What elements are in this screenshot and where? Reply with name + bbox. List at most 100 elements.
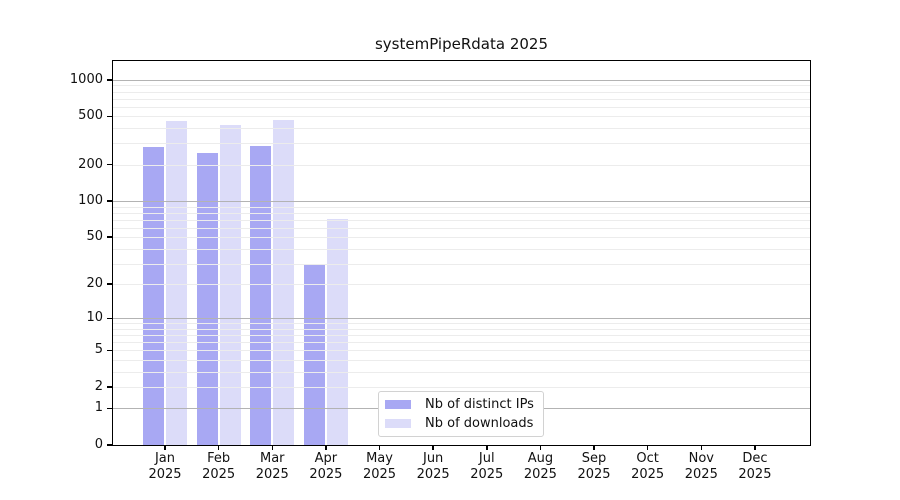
x-tick-mark (646, 445, 649, 450)
x-tick-mark (325, 445, 327, 450)
x-tick-month: Dec (742, 451, 768, 466)
major-gridline (113, 201, 810, 203)
minor-gridline (113, 128, 810, 130)
bar-downloads (273, 119, 295, 445)
y-tick-mark (107, 163, 113, 166)
x-tick-year: 2025 (148, 467, 182, 482)
minor-gridline (113, 106, 810, 108)
y-tick-mark (107, 79, 113, 81)
minor-gridline (113, 219, 810, 221)
minor-gridline (113, 85, 810, 87)
minor-gridline (113, 227, 810, 229)
minor-gridline (113, 164, 810, 166)
bar-distinct-ips (143, 147, 164, 445)
legend-label: Nb of downloads (425, 416, 534, 432)
minor-gridline (113, 237, 810, 239)
x-tick-year: 2025 (523, 467, 557, 482)
x-tick-year: 2025 (202, 467, 236, 482)
x-tick-year: 2025 (684, 467, 718, 482)
x-tick-mark (593, 445, 595, 450)
x-tick-year: 2025 (362, 467, 397, 482)
x-tick-label: Sep 2025 (567, 451, 621, 483)
x-tick-month: Feb (207, 451, 231, 466)
legend-swatch (385, 399, 411, 409)
x-tick-month: Nov (688, 451, 714, 466)
x-tick-label: Jan 2025 (138, 451, 192, 483)
x-tick-mark (700, 445, 703, 450)
legend-swatch (385, 419, 411, 429)
x-tick-label: Jun 2025 (406, 451, 460, 483)
x-tick-year: 2025 (631, 467, 665, 482)
minor-gridline (113, 335, 810, 337)
x-tick-mark (754, 445, 756, 450)
plot-area (112, 60, 811, 446)
x-tick-label: Mar 2025 (245, 451, 299, 483)
y-tick-label: 1 (94, 400, 103, 416)
minor-gridline (113, 323, 810, 325)
x-tick-year: 2025 (738, 467, 772, 482)
x-tick-label: Oct 2025 (621, 451, 675, 483)
chart-title: systemPipeRdata 2025 (374, 35, 548, 53)
minor-gridline (113, 248, 810, 250)
minor-gridline (113, 263, 810, 265)
x-tick-label: May 2025 (353, 451, 407, 483)
legend-item: Nb of downloads (385, 416, 543, 431)
x-tick-month: Oct (636, 451, 659, 466)
x-tick-year: 2025 (470, 467, 504, 482)
x-tick-mark (486, 445, 488, 450)
bar-distinct-ips (250, 146, 272, 445)
x-tick-label: Aug 2025 (513, 451, 567, 483)
x-tick-mark (164, 445, 166, 450)
x-tick-month: Sep (581, 451, 607, 466)
x-tick-mark (539, 445, 542, 450)
y-tick-label: 200 (78, 156, 103, 172)
bar-downloads (326, 218, 348, 445)
x-tick-year: 2025 (255, 467, 289, 482)
minor-gridline (113, 206, 810, 208)
minor-gridline (113, 98, 810, 100)
y-tick-label: 0 (94, 437, 103, 452)
minor-gridline (113, 350, 810, 352)
minor-gridline (113, 116, 810, 118)
x-tick-month: Apr (314, 451, 338, 466)
legend-item: Nb of distinct IPs (385, 397, 543, 412)
y-tick-label: 50 (86, 229, 103, 245)
y-tick-mark (107, 200, 113, 202)
minor-gridline (113, 212, 810, 214)
y-tick-mark (107, 236, 113, 238)
y-tick-label: 20 (86, 276, 103, 292)
minor-gridline (113, 342, 810, 344)
x-tick-month: Jul (478, 451, 495, 466)
x-tick-label: Dec 2025 (728, 451, 782, 483)
minor-gridline (113, 91, 810, 93)
bar-distinct-ips (196, 153, 218, 445)
minor-gridline (113, 328, 810, 330)
x-tick-month: Jan (154, 451, 176, 466)
minor-gridline (113, 143, 810, 145)
y-tick-mark (107, 317, 113, 320)
x-tick-label: Feb 2025 (192, 451, 246, 483)
legend-label: Nb of distinct IPs (425, 396, 534, 412)
major-gridline (113, 318, 810, 320)
x-tick-year: 2025 (416, 467, 450, 482)
minor-gridline (113, 386, 810, 388)
bar-downloads (166, 120, 187, 445)
x-tick-month: Aug (527, 451, 554, 466)
y-tick-mark (107, 349, 113, 352)
minor-gridline (113, 359, 810, 361)
x-tick-mark (432, 445, 434, 450)
y-tick-mark (107, 386, 113, 388)
y-tick-label: 100 (78, 193, 103, 209)
x-tick-month: May (366, 451, 393, 466)
x-tick-year: 2025 (309, 467, 343, 482)
y-tick-label: 10 (86, 310, 103, 326)
y-tick-label: 500 (78, 108, 103, 124)
legend: Nb of distinct IPs Nb of downloads (378, 391, 544, 437)
x-tick-mark (271, 445, 273, 450)
y-tick-mark (107, 283, 113, 285)
x-tick-mark (378, 445, 381, 450)
minor-gridline (113, 284, 810, 286)
x-tick-label: Apr 2025 (299, 451, 353, 483)
y-tick-mark (107, 407, 113, 410)
